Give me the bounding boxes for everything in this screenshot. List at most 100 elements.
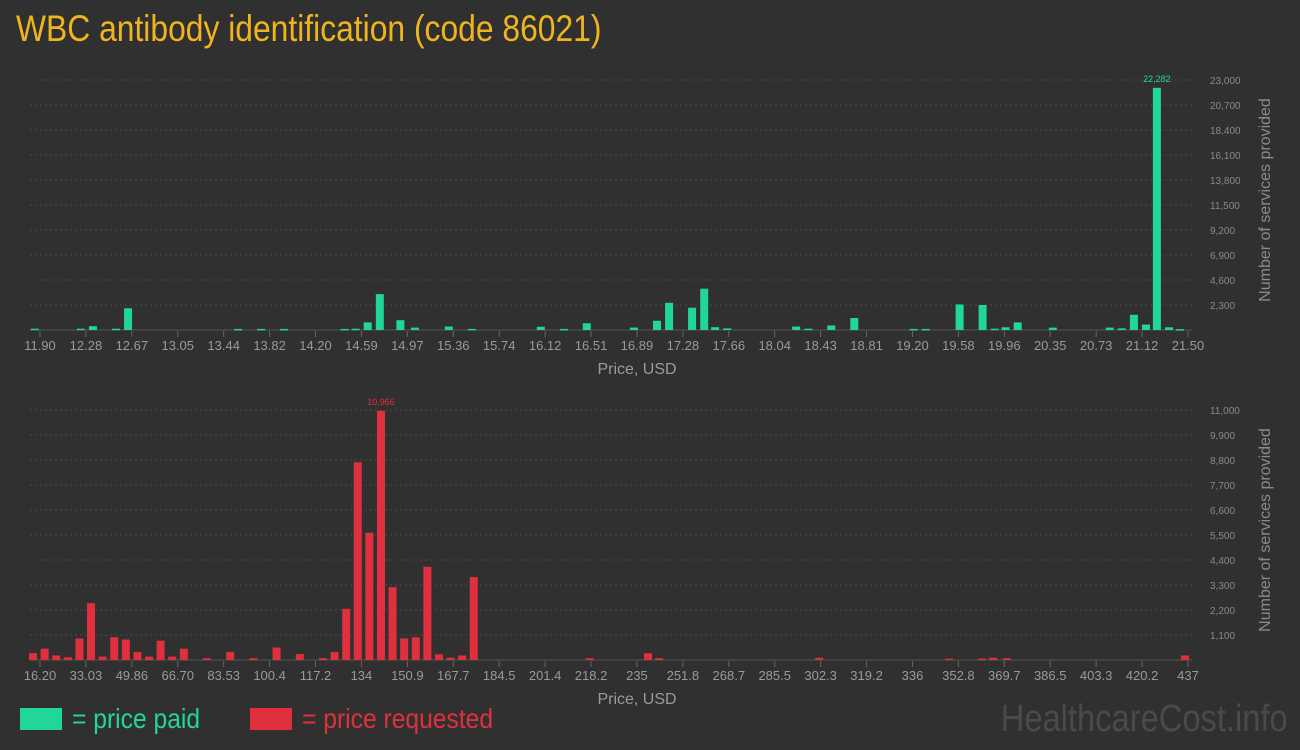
- requested-bar: [585, 658, 594, 660]
- requested-x-tick-label: 403.3: [1080, 668, 1113, 683]
- requested-x-tick-label: 420.2: [1126, 668, 1159, 683]
- paid-bar: [444, 326, 453, 330]
- paid-bar: [804, 328, 813, 331]
- paid-x-tick-label: 19.96: [988, 338, 1021, 353]
- paid-y-tick-label: 20,700: [1210, 101, 1241, 112]
- paid-bar: [30, 328, 39, 331]
- requested-y-tick-label: 4,400: [1210, 556, 1235, 567]
- paid-x-tick-label: 17.28: [667, 338, 700, 353]
- requested-y-tick-label: 3,300: [1210, 581, 1235, 592]
- paid-bar: [363, 322, 372, 330]
- legend-item-paid: = price paid: [20, 703, 218, 735]
- requested-x-tick-label: 319.2: [850, 668, 883, 683]
- requested-bar: [353, 462, 362, 660]
- requested-swatch: [250, 708, 292, 730]
- paid-bar: [536, 326, 545, 330]
- paid-y-tick-label: 11,500: [1210, 201, 1240, 212]
- requested-bar: [458, 655, 467, 660]
- paid-bar: [665, 302, 674, 330]
- paid-bar: [1165, 327, 1174, 330]
- paid-bar: [76, 328, 85, 331]
- requested-x-tick-label: 235: [626, 668, 648, 683]
- requested-x-tick-label: 201.4: [529, 668, 562, 683]
- paid-bar: [1142, 324, 1151, 330]
- requested-bar: [87, 603, 96, 660]
- requested-bar: [978, 658, 987, 661]
- requested-bar: [388, 587, 397, 660]
- requested-bar: [249, 658, 258, 660]
- paid-y-tick-label: 16,100: [1210, 151, 1241, 162]
- requested-bar: [226, 652, 235, 660]
- requested-bar: [156, 640, 165, 660]
- requested-x-tick-label: 49.86: [116, 668, 149, 683]
- paid-bar: [410, 327, 419, 330]
- paid-bar: [1129, 314, 1138, 330]
- paid-x-tick-label: 17.66: [713, 338, 746, 353]
- paid-bar: [111, 328, 120, 331]
- paid-y-axis-label: Number of services provided: [1257, 98, 1274, 302]
- paid-y-tick-label: 23,000: [1210, 76, 1241, 87]
- requested-x-tick-label: 386.5: [1034, 668, 1067, 683]
- requested-x-tick-label: 251.8: [667, 668, 700, 683]
- requested-y-tick-label: 11,000: [1210, 406, 1240, 417]
- paid-bar: [955, 304, 964, 330]
- requested-bar: [815, 657, 824, 660]
- paid-x-tick-label: 21.50: [1172, 338, 1205, 353]
- paid-bar: [88, 326, 97, 330]
- requested-x-tick-label: 66.70: [161, 668, 194, 683]
- paid-bar: [396, 320, 405, 330]
- paid-bar: [827, 325, 836, 330]
- paid-bar: [124, 308, 133, 330]
- paid-bar: [340, 328, 349, 331]
- paid-bar: [921, 328, 930, 331]
- requested-bar: [423, 566, 432, 660]
- requested-bar: [110, 637, 119, 660]
- paid-y-tick-label: 9,200: [1210, 226, 1235, 237]
- paid-x-tick-label: 18.81: [850, 338, 883, 353]
- paid-x-tick-label: 12.28: [70, 338, 103, 353]
- paid-x-tick-label: 11.90: [24, 338, 56, 353]
- paid-y-tick-label: 4,600: [1210, 276, 1235, 287]
- paid-x-tick-label: 16.89: [621, 338, 654, 353]
- paid-bar: [700, 288, 709, 330]
- requested-bar: [944, 658, 953, 661]
- requested-bar: [655, 658, 664, 660]
- paid-bar: [1013, 322, 1022, 330]
- requested-bar: [469, 577, 478, 660]
- paid-y-tick-label: 13,800: [1210, 176, 1241, 187]
- requested-max-label: 10,966: [367, 397, 395, 407]
- paid-bar: [723, 328, 732, 330]
- paid-bar: [234, 328, 243, 331]
- requested-bar: [145, 656, 154, 660]
- requested-x-tick-label: 369.7: [988, 668, 1021, 683]
- requested-bar: [40, 648, 49, 660]
- paid-bar: [582, 323, 591, 330]
- paid-x-tick-label: 20.35: [1034, 338, 1067, 353]
- paid-x-tick-label: 20.73: [1080, 338, 1113, 353]
- requested-bar: [1002, 658, 1011, 660]
- requested-x-tick-label: 302.3: [804, 668, 837, 683]
- paid-bar: [375, 294, 384, 330]
- requested-bar: [203, 658, 212, 660]
- paid-bar: [792, 326, 801, 330]
- requested-y-tick-label: 2,200: [1210, 606, 1235, 617]
- requested-y-tick-label: 8,800: [1210, 456, 1235, 467]
- requested-x-tick-label: 83.53: [207, 668, 240, 683]
- requested-x-tick-label: 336: [902, 668, 924, 683]
- requested-x-tick-label: 218.2: [575, 668, 608, 683]
- requested-x-tick-label: 352.8: [942, 668, 975, 683]
- paid-bar: [1001, 327, 1010, 330]
- requested-y-tick-label: 7,700: [1210, 481, 1235, 492]
- paid-bar: [652, 320, 661, 330]
- paid-bar: [909, 328, 918, 331]
- requested-bar: [400, 638, 409, 660]
- paid-bar: [1152, 87, 1161, 330]
- requested-x-tick-label: 100.4: [253, 668, 286, 683]
- paid-x-tick-label: 15.74: [483, 338, 516, 353]
- paid-x-tick-label: 19.20: [896, 338, 929, 353]
- requested-bar: [168, 656, 177, 660]
- requested-bar: [98, 656, 107, 660]
- paid-bar: [990, 328, 999, 331]
- requested-bar: [644, 653, 653, 660]
- paid-bar: [280, 328, 289, 331]
